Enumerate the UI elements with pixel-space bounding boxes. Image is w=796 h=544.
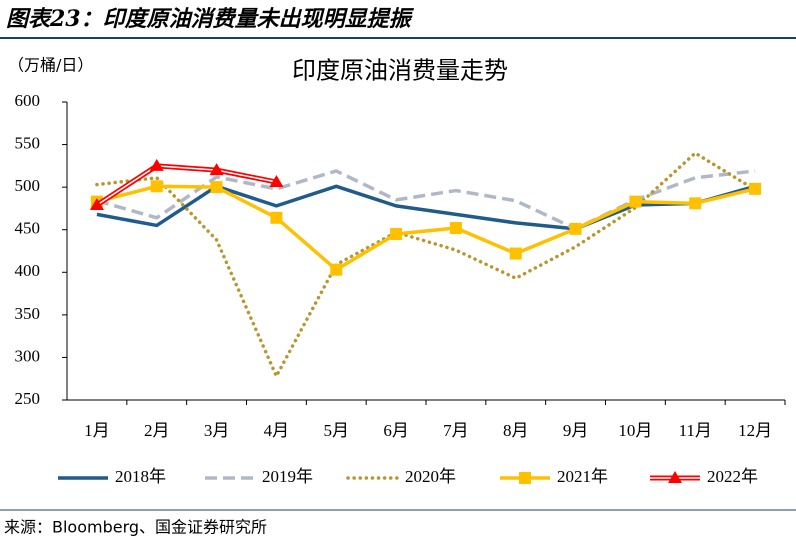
x-tick-label: 4月: [264, 421, 290, 440]
legend-marker: [519, 472, 531, 484]
y-tick-label: 300: [15, 346, 41, 365]
series-line: [96, 184, 756, 231]
data-point: [89, 198, 104, 211]
y-tick-label: 250: [15, 389, 41, 408]
y-tick-label: 550: [15, 133, 41, 152]
x-tick-label: 11月: [679, 421, 712, 440]
data-point: [330, 263, 343, 276]
figure-title: 图表23：印度原油消费量未出现明显提振: [6, 6, 415, 32]
legend-marker: [668, 471, 682, 483]
legend-label: 2022年: [707, 467, 758, 486]
x-tick-label: 1月: [84, 421, 110, 440]
x-tick-label: 7月: [443, 421, 469, 440]
legend-label: 2021年: [557, 467, 608, 486]
chart-title: 印度原油消费量走势: [292, 57, 508, 85]
x-tick-label: 8月: [503, 421, 529, 440]
data-point: [150, 180, 163, 193]
source: 来源：Bloomberg、国金证券研究所: [4, 518, 267, 537]
y-label: （万桶/日）: [8, 56, 93, 75]
y-tick-label: 600: [15, 91, 41, 110]
y-tick-label: 400: [15, 261, 41, 280]
data-point: [269, 175, 284, 188]
x-tick-label: 10月: [618, 421, 652, 440]
series-line-inner: [96, 165, 277, 206]
data-point: [749, 182, 762, 195]
y-tick-label: 450: [15, 219, 41, 238]
data-point: [209, 163, 224, 176]
y-tick-label: 350: [15, 304, 41, 323]
series-line: [96, 184, 756, 272]
legend-label: 2020年: [405, 467, 456, 486]
data-point: [689, 197, 702, 210]
x-tick-label: 5月: [324, 421, 350, 440]
x-tick-label: 9月: [563, 421, 589, 440]
x-tick-label: 6月: [383, 421, 409, 440]
legend-label: 2019年: [262, 467, 313, 486]
data-point: [210, 181, 223, 194]
data-point: [390, 227, 403, 240]
legend-label: 2018年: [115, 467, 166, 486]
y-tick-label: 500: [15, 176, 41, 195]
x-tick-label: 3月: [204, 421, 230, 440]
data-point: [509, 247, 522, 260]
data-point: [270, 211, 283, 224]
data-point: [149, 158, 164, 171]
x-tick-label: 12月: [738, 421, 772, 440]
data-point: [569, 222, 582, 235]
data-point: [629, 195, 642, 208]
x-tick-label: 2月: [144, 421, 170, 440]
data-point: [449, 222, 462, 235]
